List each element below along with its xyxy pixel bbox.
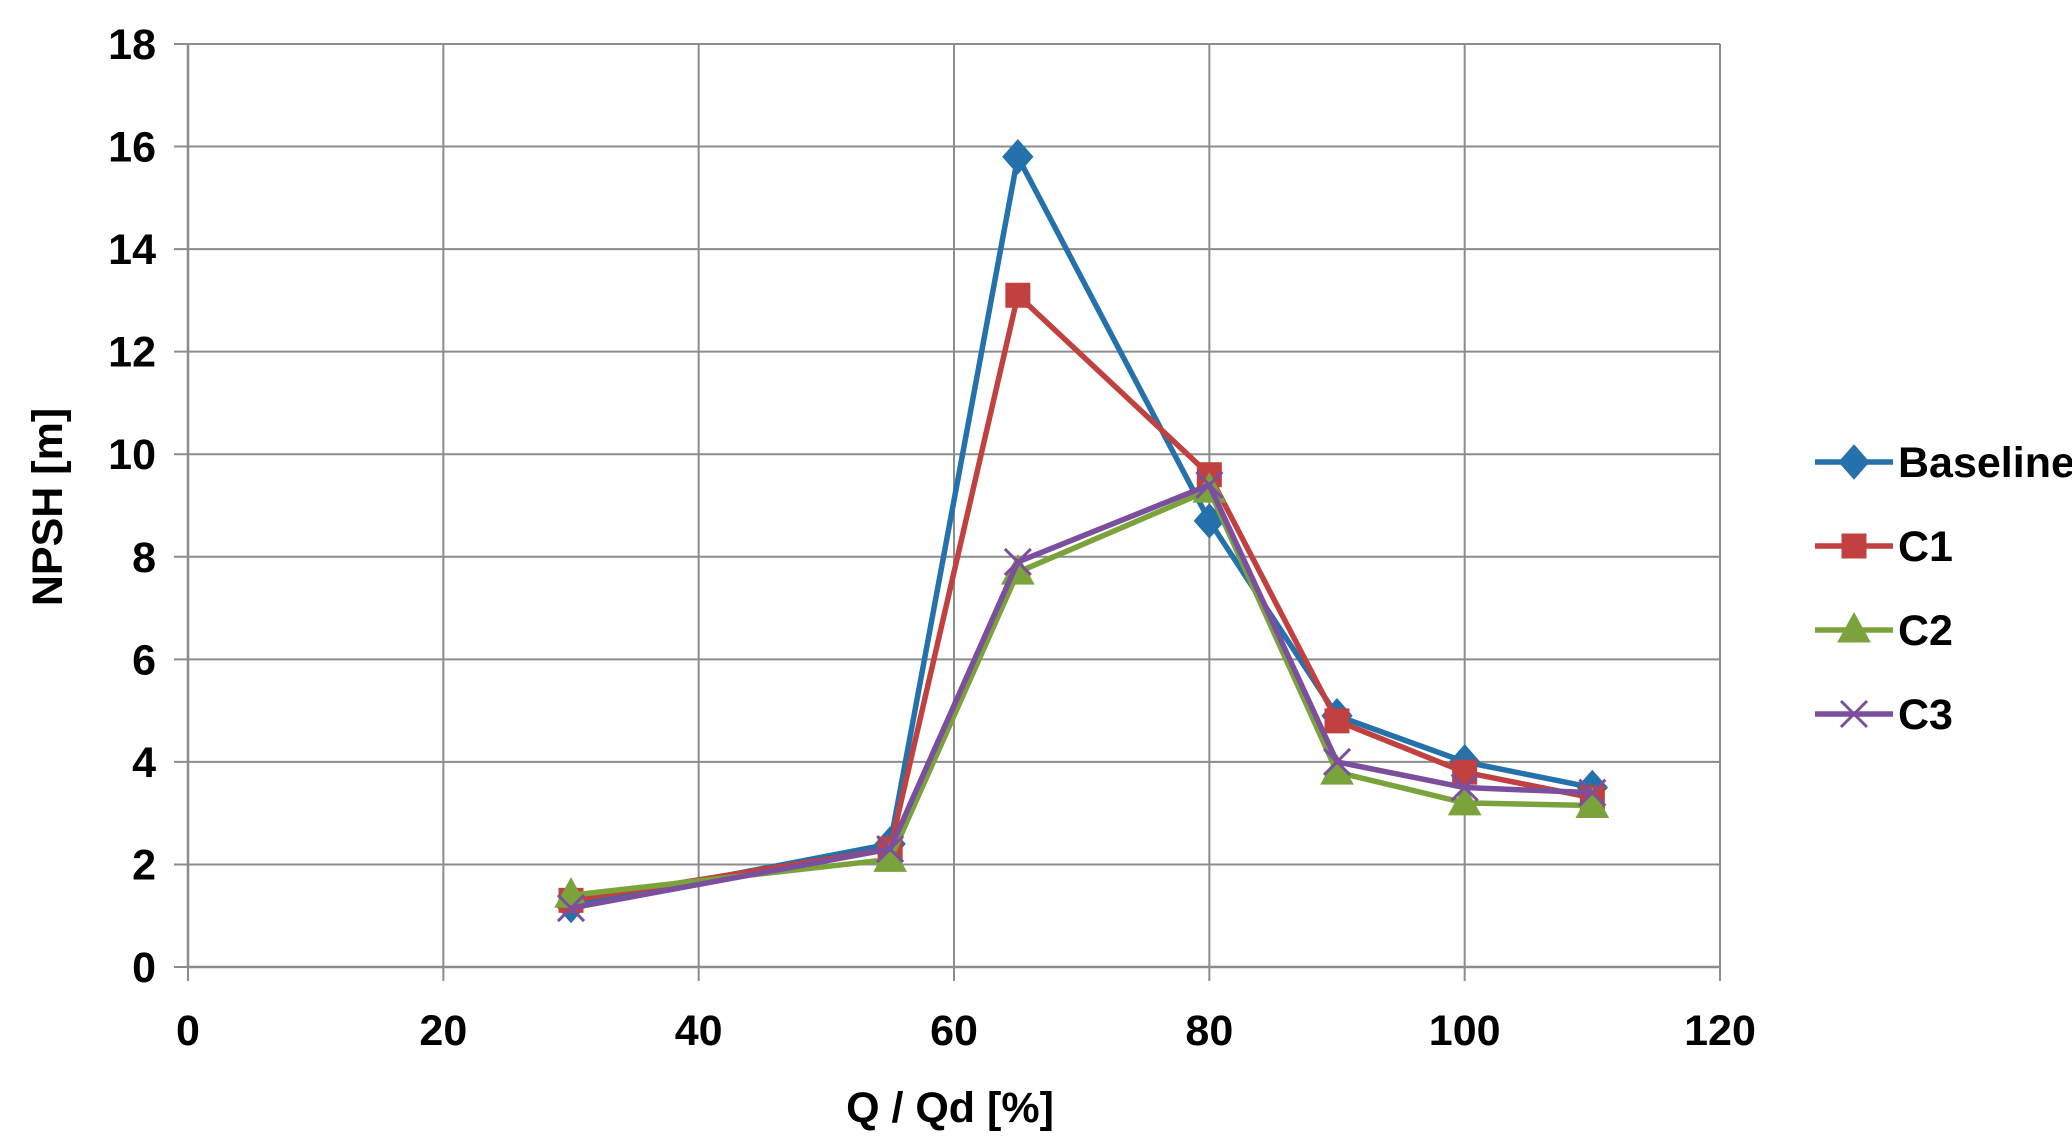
legend: Baseline C1 C2 C3	[1815, 439, 2072, 739]
series-c3	[556, 470, 1607, 923]
marker-stroke	[876, 835, 905, 864]
legend-label-c1: C1	[1898, 523, 1953, 571]
x-tick-label: 100	[1429, 1007, 1501, 1055]
series-line-c2	[570, 487, 1593, 898]
plot-series	[554, 139, 1610, 924]
legend-marker-c3	[1839, 699, 1869, 729]
y-tick-label: 2	[132, 841, 156, 889]
legend-label-baseline: Baseline	[1898, 439, 2072, 487]
marker-stroke	[1450, 773, 1479, 802]
series-baseline	[555, 139, 1609, 924]
marker-stroke	[1322, 747, 1352, 776]
y-axis-title: NPSH [m]	[24, 408, 72, 606]
y-tick-label: 18	[108, 21, 156, 69]
data-point-c2	[1447, 784, 1482, 816]
x-axis-title: Q / Qd [%]	[846, 1084, 1054, 1132]
x-tick-label: 80	[1185, 1007, 1233, 1055]
legend-marker-c1	[1841, 533, 1867, 559]
series-line-baseline	[570, 154, 1593, 909]
data-point-c3	[1003, 547, 1032, 576]
x-tick-label: 20	[419, 1007, 467, 1055]
y-tick-label: 0	[132, 944, 156, 992]
y-tick-label: 8	[132, 534, 156, 582]
legend-label-c3: C3	[1898, 691, 1953, 739]
series-c1	[558, 282, 1605, 913]
marker-stroke	[1578, 778, 1607, 807]
legend-item-c1: C1	[1815, 523, 1953, 571]
data-point-c3	[1578, 778, 1607, 807]
gridlines	[174, 43, 1721, 981]
y-tick-label: 10	[108, 431, 156, 479]
marker-stroke	[556, 893, 586, 923]
y-tick-label: 16	[108, 124, 156, 172]
data-point-c3	[876, 835, 905, 864]
x-tick-label: 0	[176, 1007, 200, 1055]
data-point-c3	[1195, 470, 1224, 500]
data-point-c2	[1575, 787, 1610, 818]
legend-label-c2: C2	[1898, 607, 1953, 655]
marker-stroke	[1839, 699, 1869, 729]
x-tick-label: 60	[930, 1007, 978, 1055]
x-tick-label: 120	[1684, 1007, 1756, 1055]
axes: 0 2 4 6 8 10 12 14 16 18 0 20 40 60 80 100 120	[108, 21, 1756, 1055]
legend-item-baseline: Baseline	[1815, 439, 2072, 487]
data-point-c3	[1322, 747, 1352, 776]
data-point-c3	[556, 893, 586, 923]
series-line-c3	[570, 482, 1593, 911]
data-point-c1	[1005, 282, 1031, 308]
marker-stroke	[1195, 470, 1224, 500]
legend-item-c3: C3	[1815, 691, 1953, 739]
y-tick-label: 14	[108, 226, 156, 274]
x-tick-label: 40	[675, 1007, 723, 1055]
legend-marker-c2	[1837, 611, 1871, 643]
data-point-baseline	[1002, 139, 1034, 175]
y-tick-label: 4	[132, 739, 156, 787]
marker-stroke	[1003, 547, 1032, 576]
legend-marker-baseline	[1838, 444, 1870, 480]
legend-item-c2: C2	[1815, 607, 1953, 655]
data-point-c1	[1324, 708, 1350, 734]
y-tick-label: 12	[108, 329, 156, 377]
series-line-c1	[570, 292, 1593, 904]
data-point-c3	[1450, 773, 1479, 802]
y-tick-label: 6	[132, 636, 156, 684]
